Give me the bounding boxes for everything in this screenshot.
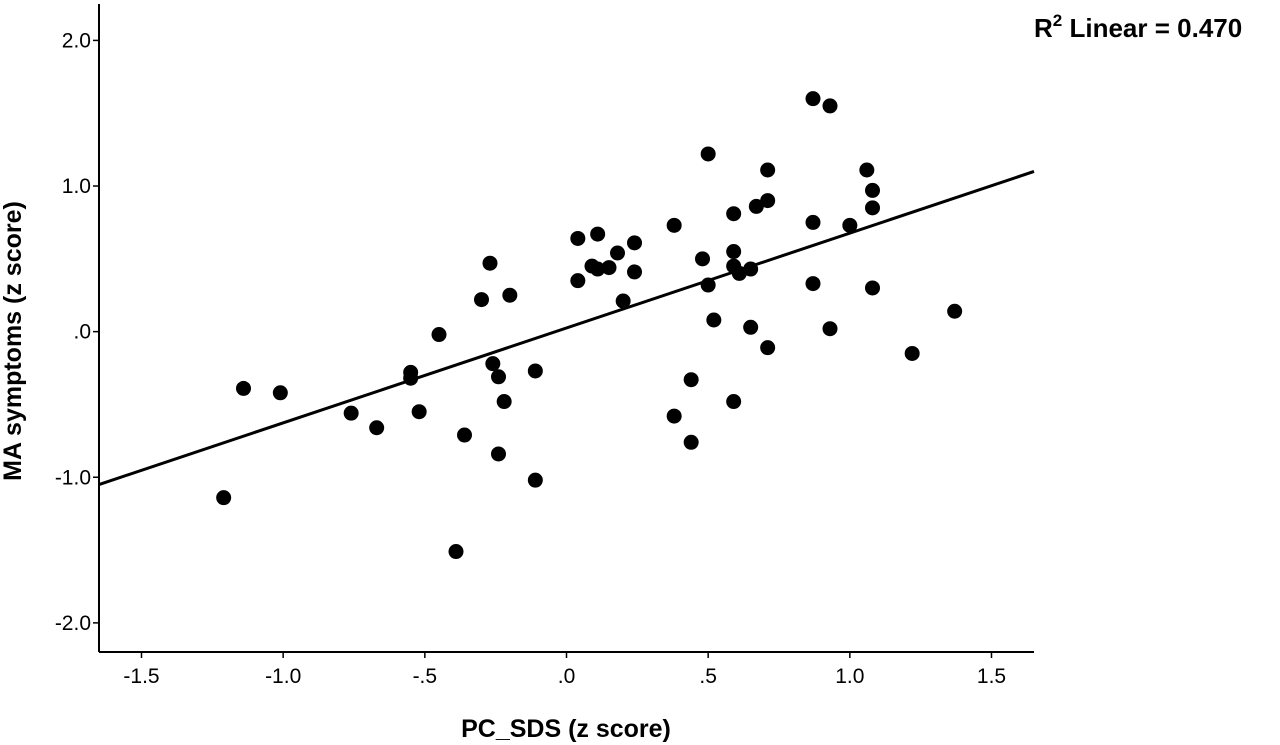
y-tick-label: .0: [73, 321, 91, 344]
data-point: [822, 98, 838, 114]
y-axis-ticks: -2.0 -1.0 .0 1.0 2.0: [55, 29, 99, 635]
data-point: [822, 321, 838, 337]
data-point: [760, 193, 776, 209]
data-point: [683, 372, 699, 388]
data-point: [610, 245, 625, 261]
data-point: [700, 277, 716, 293]
r-squared-superscript: 2: [1053, 11, 1062, 30]
data-point: [805, 91, 821, 107]
x-tick-label: .5: [699, 665, 717, 688]
data-point: [343, 405, 359, 421]
x-axis-ticks: -1.5 -1.0 -.5 .0 .5 1.0 1.5: [123, 652, 1006, 688]
data-point: [695, 251, 710, 267]
data-point: [627, 235, 642, 251]
data-point: [590, 261, 606, 277]
y-axis-title: MA symptoms (z score): [0, 201, 27, 481]
data-point: [627, 264, 642, 280]
data-point: [615, 293, 631, 309]
data-point: [805, 276, 821, 292]
x-tick-label: 1.0: [835, 665, 864, 688]
data-point: [706, 312, 722, 328]
data-point: [411, 404, 427, 420]
data-point: [760, 162, 776, 178]
data-point: [731, 265, 747, 281]
axes: -1.5 -1.0 -.5 .0 .5 1.0 1.5 -2.0 -1.0 .0 1.0 2.0: [55, 4, 1034, 688]
y-tick-label: 2.0: [62, 29, 91, 52]
data-point: [474, 292, 489, 308]
data-point: [601, 260, 617, 276]
data-point: [726, 394, 742, 410]
data-point: [859, 162, 875, 178]
plot-area: [98, 91, 1035, 560]
y-tick-label: 1.0: [62, 175, 91, 198]
x-tick-label: .0: [558, 665, 576, 688]
data-point: [726, 206, 742, 222]
r-squared-prefix: R: [1034, 13, 1053, 43]
data-point: [570, 273, 586, 289]
data-point: [683, 434, 699, 450]
data-point: [527, 472, 543, 488]
data-point: [842, 217, 858, 233]
data-point: [457, 427, 472, 443]
data-point: [403, 370, 419, 386]
data-point: [448, 544, 464, 560]
x-axis-title: PC_SDS (z score): [461, 715, 671, 743]
data-point: [743, 319, 759, 335]
x-tick-label: -.5: [413, 665, 438, 688]
data-point: [491, 369, 506, 385]
data-point: [272, 385, 288, 401]
data-point: [485, 356, 501, 372]
data-point: [431, 327, 447, 343]
data-point: [700, 146, 716, 162]
data-point: [805, 214, 821, 230]
data-point: [947, 303, 963, 319]
regression-line: [98, 170, 1035, 486]
y-tick-label: -2.0: [55, 612, 91, 635]
x-tick-label: 1.5: [977, 665, 1006, 688]
data-point: [491, 446, 506, 462]
r-squared-value: Linear = 0.470: [1062, 13, 1242, 43]
data-point: [748, 198, 764, 214]
data-point: [216, 490, 232, 506]
data-point: [570, 230, 586, 246]
data-point: [743, 261, 759, 277]
r-squared-annotation: R2 Linear = 0.470: [1034, 11, 1242, 43]
data-point: [527, 363, 543, 379]
data-point: [496, 394, 512, 410]
y-tick-label: -1.0: [55, 466, 91, 489]
data-point: [666, 217, 682, 233]
data-point: [236, 380, 251, 396]
data-point: [502, 287, 518, 303]
data-point: [865, 182, 880, 198]
x-tick-label: -1.5: [123, 665, 159, 688]
data-point: [590, 226, 606, 242]
data-point: [666, 408, 682, 424]
data-point: [865, 280, 880, 296]
data-point: [482, 255, 498, 271]
data-point: [865, 200, 880, 216]
data-point: [726, 244, 742, 260]
data-point: [760, 340, 776, 356]
data-point: [369, 420, 385, 436]
data-point: [904, 345, 920, 361]
x-tick-label: -1.0: [265, 665, 301, 688]
